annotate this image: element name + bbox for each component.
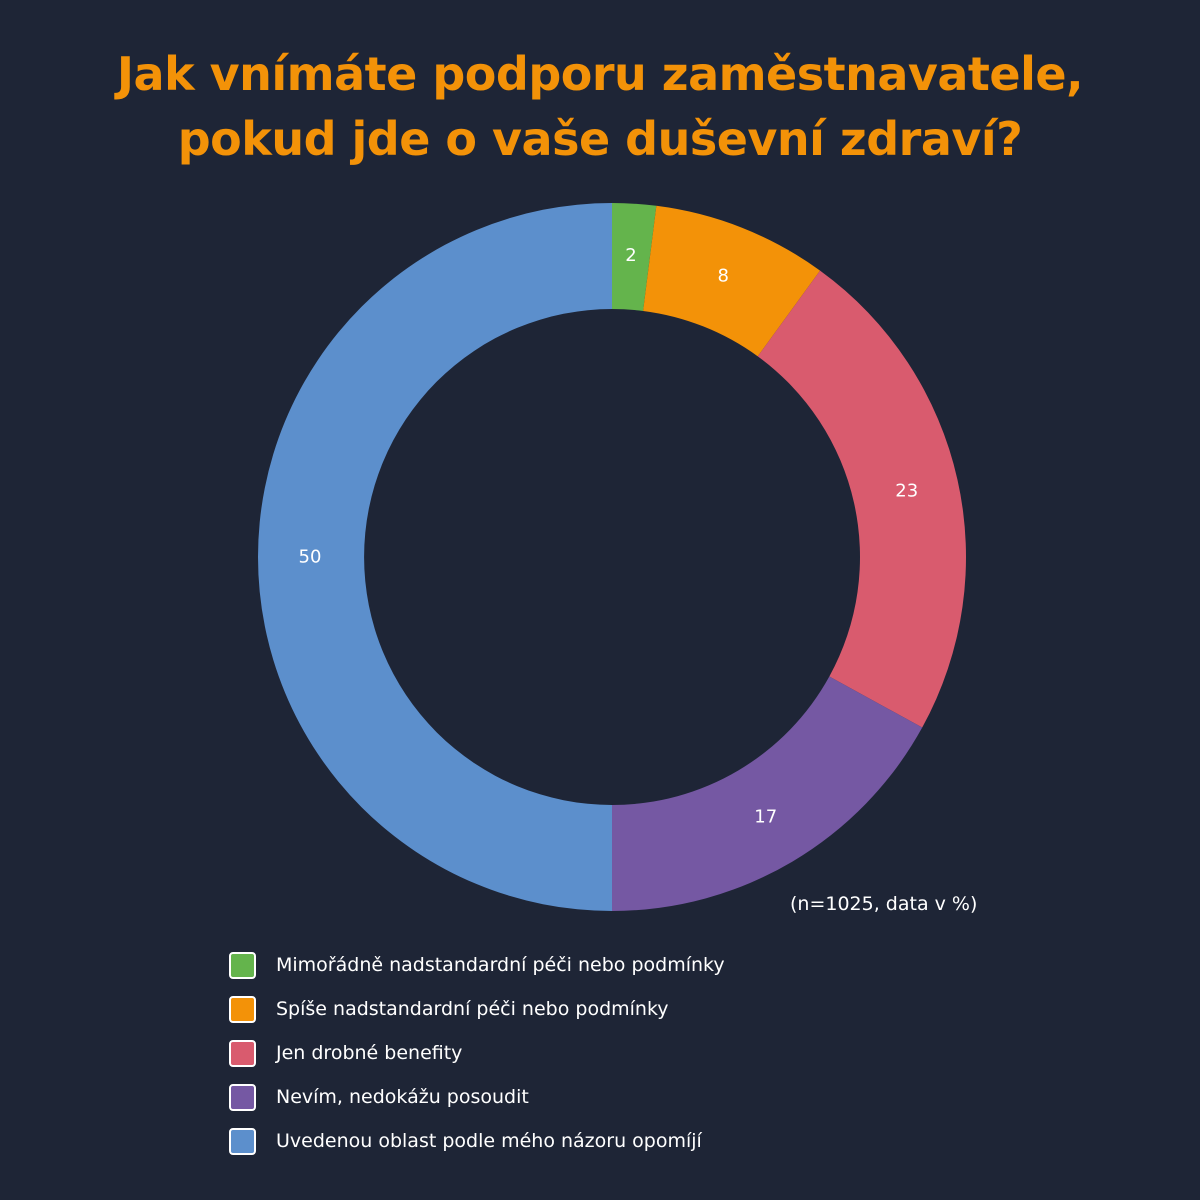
donut-slice-5 [258, 203, 612, 911]
donut-value-labels: 2 8 23 17 50 [299, 245, 919, 827]
legend-swatch-3 [229, 1039, 256, 1067]
sample-note: (n=1025, data v %) [790, 893, 978, 915]
legend-swatch-2 [229, 995, 256, 1023]
chart-title: Jak vnímáte podporu zaměstnavatele, poku… [0, 42, 1200, 172]
value-label-2: 8 [717, 266, 728, 287]
donut-slice-2 [643, 205, 821, 357]
legend-label-4: Nevím, nedokážu posoudit [276, 1086, 529, 1108]
legend-swatch-4 [229, 1083, 256, 1111]
donut-slice-3 [757, 270, 966, 728]
donut-slice-1 [612, 203, 657, 311]
legend-item-2: Spíše nadstandardní péči nebo podmínky [229, 987, 725, 1031]
value-label-3: 23 [895, 481, 918, 502]
legend-item-1: Mimořádně nadstandardní péči nebo podmín… [229, 943, 725, 987]
donut-slice-4 [612, 676, 923, 911]
legend-item-4: Nevím, nedokážu posoudit [229, 1075, 725, 1119]
chart-title-line-1: Jak vnímáte podporu zaměstnavatele, [116, 47, 1084, 101]
legend-swatch-5 [229, 1127, 256, 1155]
legend-item-3: Jen drobné benefity [229, 1031, 725, 1075]
legend-item-5: Uvedenou oblast podle mého názoru opomíj… [229, 1119, 725, 1163]
chart-title-line-2: pokud jde o vaše duševní zdraví? [177, 112, 1023, 166]
value-label-5: 50 [299, 547, 322, 568]
legend-label-3: Jen drobné benefity [276, 1042, 463, 1064]
legend-label-1: Mimořádně nadstandardní péči nebo podmín… [276, 954, 725, 976]
legend-label-2: Spíše nadstandardní péči nebo podmínky [276, 998, 669, 1020]
value-label-4: 17 [754, 806, 777, 827]
chart-legend: Mimořádně nadstandardní péči nebo podmín… [229, 943, 725, 1163]
donut-slices [258, 203, 966, 911]
legend-label-5: Uvedenou oblast podle mého názoru opomíj… [276, 1130, 702, 1152]
legend-swatch-1 [229, 951, 256, 979]
value-label-1: 2 [625, 245, 636, 266]
